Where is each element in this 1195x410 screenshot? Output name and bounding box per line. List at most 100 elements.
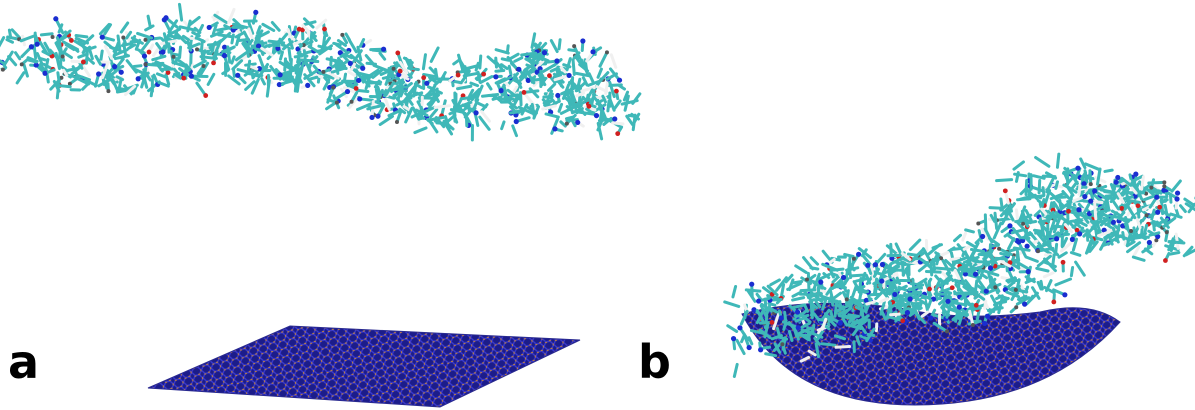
atom	[572, 44, 576, 48]
bond	[247, 48, 248, 56]
bond	[990, 208, 1002, 209]
atom	[1054, 236, 1059, 241]
atom	[207, 25, 212, 30]
atom	[514, 119, 519, 124]
atom	[985, 314, 990, 319]
atom	[369, 115, 374, 120]
bond	[1016, 210, 1017, 220]
atom	[331, 86, 335, 90]
atom	[321, 70, 325, 74]
atom	[356, 78, 361, 83]
atom	[614, 89, 619, 94]
bond	[119, 80, 121, 89]
bond	[285, 59, 286, 70]
bond	[267, 81, 269, 97]
atom	[235, 73, 240, 78]
atom	[1, 68, 5, 72]
atom	[980, 234, 985, 239]
atom	[171, 55, 175, 59]
atom	[971, 323, 975, 327]
bond	[1142, 177, 1144, 190]
atom	[147, 50, 152, 55]
bond	[766, 354, 776, 356]
atom	[143, 38, 147, 42]
atom	[617, 78, 622, 83]
bond	[985, 301, 986, 308]
bond	[573, 60, 574, 75]
atom	[945, 329, 949, 333]
atom	[945, 299, 950, 304]
atom	[615, 131, 620, 136]
bond	[891, 314, 900, 315]
bond	[502, 59, 508, 60]
atom	[1076, 207, 1081, 212]
bond	[903, 263, 904, 275]
atom	[1115, 175, 1120, 180]
bond	[1047, 230, 1048, 238]
figure: a b	[0, 0, 1195, 410]
atom	[100, 35, 105, 40]
bond	[281, 52, 283, 59]
bond	[1017, 255, 1018, 267]
atom	[499, 88, 504, 93]
atom	[1075, 166, 1080, 171]
bond	[39, 58, 45, 60]
atom	[195, 47, 199, 51]
atom	[1026, 269, 1031, 274]
bond	[1056, 244, 1057, 254]
atom	[1175, 190, 1180, 195]
bond	[838, 287, 845, 288]
bond	[423, 55, 425, 69]
bond	[1141, 227, 1142, 236]
atom	[1070, 237, 1075, 242]
atom	[927, 287, 932, 292]
atom	[1162, 184, 1166, 188]
atom	[144, 62, 148, 66]
bond	[746, 290, 760, 291]
atom	[335, 101, 339, 105]
atom	[1149, 186, 1153, 190]
bond	[818, 287, 819, 298]
atom	[340, 33, 344, 37]
atom	[81, 60, 86, 65]
atom	[424, 81, 429, 86]
atom	[1174, 196, 1179, 201]
atom	[1007, 223, 1012, 228]
bond	[813, 325, 814, 333]
bond	[876, 285, 877, 293]
bond	[1018, 199, 1030, 200]
bond	[509, 66, 511, 75]
bond	[992, 245, 998, 246]
atom	[587, 104, 592, 109]
atom	[997, 247, 1001, 251]
atom	[547, 73, 552, 78]
atom	[1081, 181, 1086, 186]
atom	[395, 51, 400, 56]
atom	[136, 76, 141, 81]
bond	[336, 67, 346, 68]
bond	[1071, 268, 1072, 276]
bond	[1001, 199, 1002, 210]
atom	[1089, 182, 1093, 186]
bond	[977, 262, 991, 263]
bond	[1051, 203, 1052, 209]
atom	[957, 305, 962, 310]
atom	[1036, 249, 1040, 253]
atom	[805, 277, 809, 281]
bond	[822, 344, 835, 345]
atom	[756, 298, 761, 303]
atom	[542, 50, 547, 55]
atom	[780, 342, 784, 346]
atom	[552, 126, 557, 131]
atom	[737, 325, 742, 330]
bond	[849, 267, 850, 278]
atom	[795, 309, 800, 314]
bond	[1041, 281, 1042, 289]
atom	[565, 122, 569, 126]
bond	[1124, 197, 1132, 199]
atom	[988, 266, 993, 271]
atom	[841, 275, 846, 280]
atom	[516, 67, 521, 72]
bond	[56, 85, 70, 86]
atom	[1003, 188, 1008, 193]
